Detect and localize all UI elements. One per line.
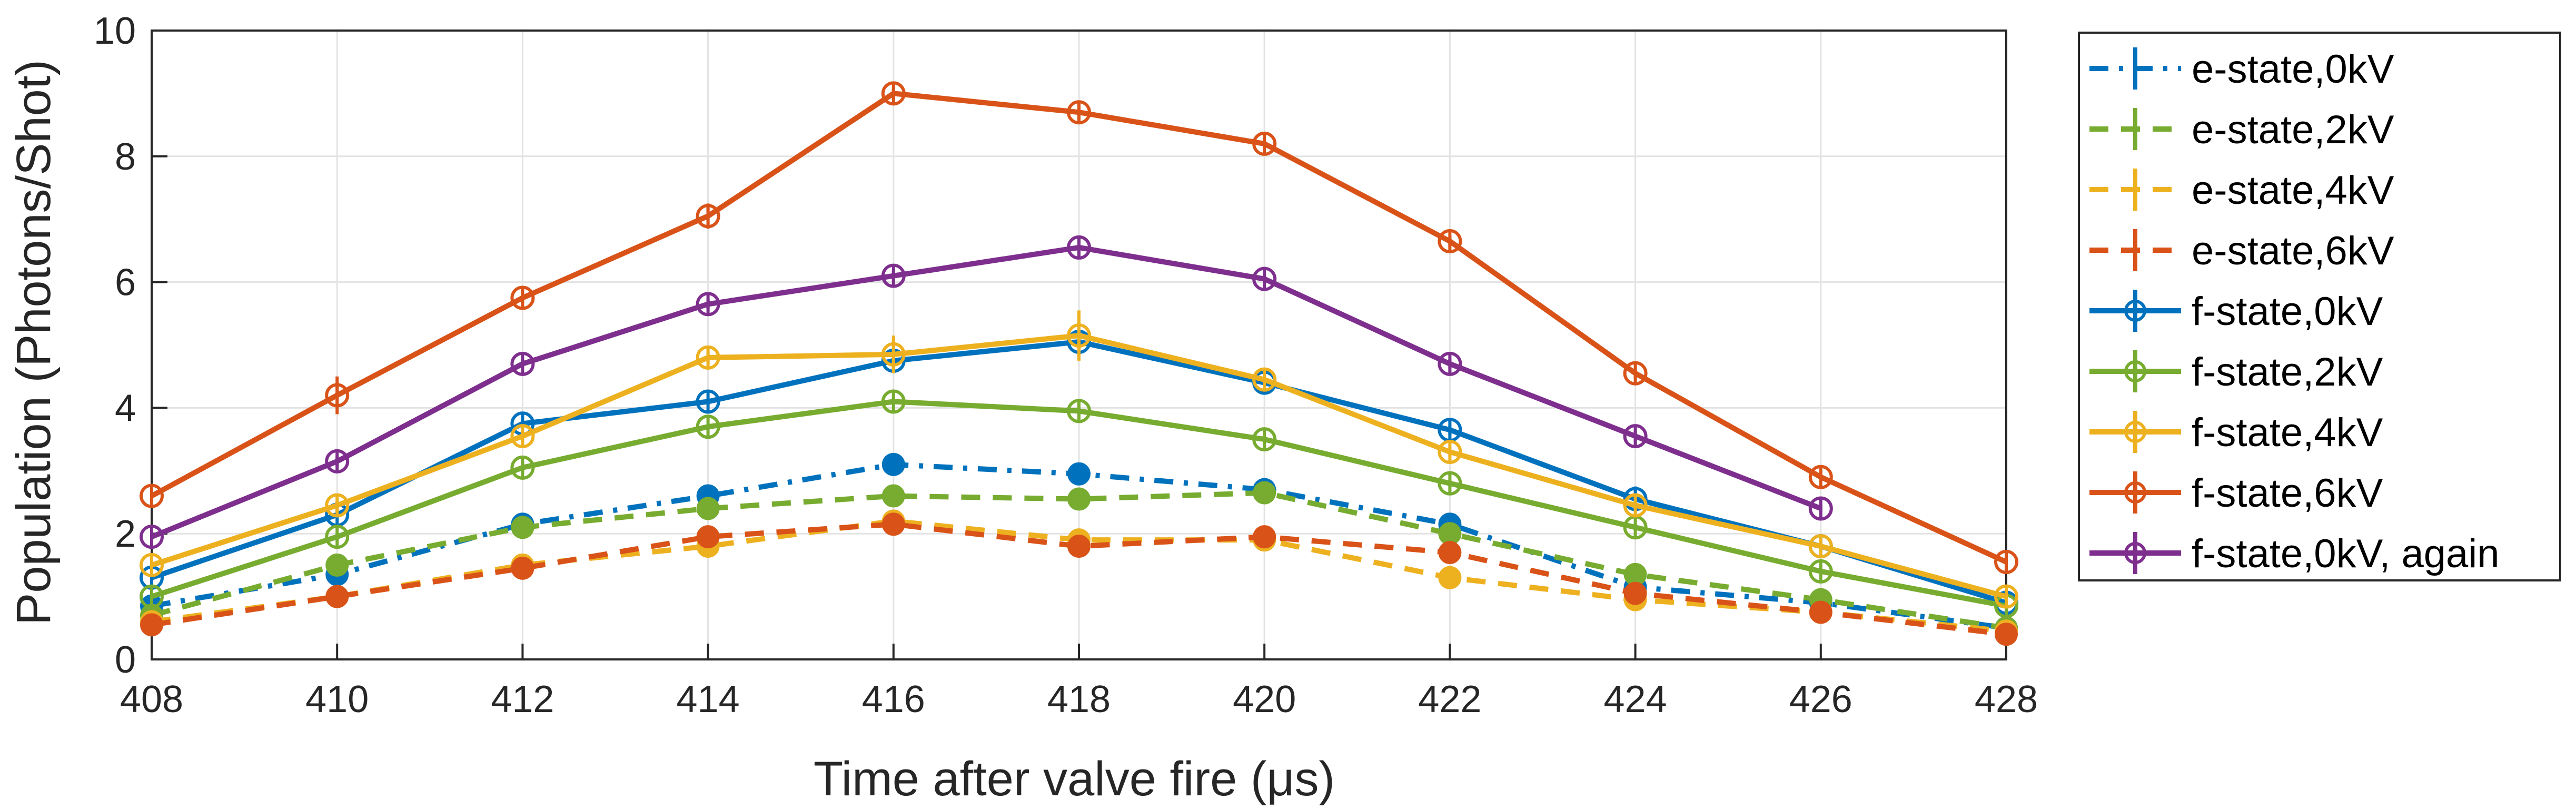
- legend-item: e-state,0kV: [2089, 47, 2394, 92]
- legend-label: f-state,4kV: [2192, 410, 2383, 455]
- legend: e-state,0kV e-state,2kV e-state,4kV e-state…: [2078, 32, 2561, 581]
- y-tick-label: 8: [115, 136, 136, 178]
- series-f-state-4kv: [140, 310, 2018, 609]
- series-line: [151, 521, 2007, 637]
- series-line: [151, 244, 1822, 539]
- y-tick-label: 0: [115, 639, 136, 681]
- series-group: [140, 81, 2018, 646]
- x-tick-label: 408: [120, 678, 183, 721]
- data-point: [1253, 481, 1276, 505]
- data-point: [1995, 623, 2018, 646]
- series-f-state-0kv-again: [140, 235, 1833, 549]
- data-point: [140, 613, 163, 637]
- data-point: [881, 484, 905, 508]
- legend-label: e-state,6kV: [2192, 229, 2394, 273]
- y-tick-label: 4: [115, 387, 136, 429]
- y-tick-label: 2: [115, 513, 136, 555]
- x-tick-label: 414: [677, 678, 740, 721]
- x-tick-label: 420: [1233, 678, 1296, 721]
- x-tick-label: 412: [491, 678, 554, 721]
- data-point: [1623, 581, 1647, 605]
- legend-label: f-state,0kV, again: [2192, 531, 2499, 576]
- legend-swatch-marker: [2124, 421, 2146, 443]
- data-point: [881, 452, 905, 476]
- legend-item: f-state,6kV: [2089, 471, 2383, 516]
- data-point: [325, 585, 349, 608]
- data-point: [1067, 487, 1091, 511]
- legend-label: e-state,0kV: [2192, 47, 2394, 92]
- legend-swatch-marker: [2124, 300, 2146, 322]
- series-f-state-2kv: [140, 389, 2018, 618]
- data-point: [881, 512, 905, 536]
- legend-item: f-state,2kV: [2089, 350, 2383, 394]
- legend-item: e-state,6kV: [2089, 229, 2394, 273]
- legend-label: f-state,6kV: [2192, 471, 2383, 516]
- x-ticks: 408 410 412 414 416 418 420 422 424 426 428: [120, 644, 2038, 721]
- legend-box: [2078, 32, 2561, 581]
- legend-swatch-marker: [2124, 542, 2146, 564]
- x-tick-label: 416: [862, 678, 925, 721]
- data-point: [1809, 600, 1832, 624]
- legend-item: f-state,4kV: [2089, 410, 2383, 455]
- series-e-state-6kv: [140, 512, 2018, 646]
- x-tick-label: 426: [1789, 678, 1852, 721]
- y-tick-label: 10: [94, 10, 136, 52]
- x-tick-label: 410: [305, 678, 369, 721]
- series-line: [151, 518, 2007, 634]
- legend-label: e-state,4kV: [2192, 168, 2394, 213]
- legend-swatch-marker: [2124, 360, 2146, 382]
- data-point: [511, 516, 534, 539]
- x-tick-label: 418: [1047, 678, 1111, 721]
- legend-label: e-state,2kV: [2192, 107, 2394, 152]
- data-point: [1253, 525, 1276, 549]
- data-point: [696, 497, 720, 520]
- y-tick-label: 6: [115, 262, 136, 304]
- x-tick-label: 428: [1975, 678, 2038, 721]
- data-point: [325, 553, 349, 577]
- data-point: [1438, 566, 1462, 589]
- x-tick-label: 424: [1604, 678, 1667, 721]
- legend-swatch-marker: [2124, 481, 2146, 504]
- x-tick-label: 422: [1418, 678, 1481, 721]
- legend-item: f-state,0kV, again: [2089, 531, 2499, 576]
- y-ticks: 0 2 4 6 8 10: [94, 10, 167, 681]
- x-axis-label: Time after valve fire (μs): [814, 752, 1335, 806]
- data-point: [511, 556, 534, 580]
- y-axis-label: Population (Photons/Shot): [7, 60, 61, 625]
- series-f-state-6kv: [140, 81, 2018, 574]
- legend-item: e-state,4kV: [2089, 168, 2394, 213]
- legend-label: f-state,0kV: [2192, 289, 2383, 334]
- legend-label: f-state,2kV: [2192, 350, 2383, 394]
- data-point: [1438, 541, 1462, 565]
- series-line: [151, 490, 2007, 631]
- data-point: [696, 525, 720, 549]
- legend-item: e-state,2kV: [2089, 107, 2394, 152]
- legend-item: f-state,0kV: [2089, 289, 2383, 334]
- data-point: [1067, 535, 1091, 558]
- data-point: [1067, 462, 1091, 486]
